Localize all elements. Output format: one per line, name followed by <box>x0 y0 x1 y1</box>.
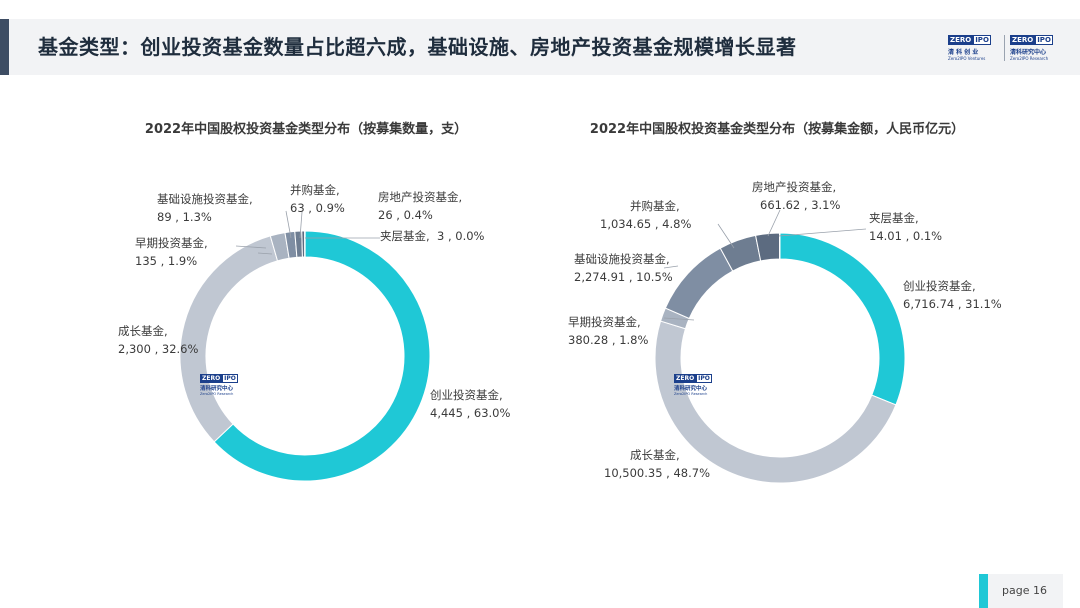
watermark-logo-right: ZERO IPO 清科研究中心 Zero2IPO Research <box>674 374 712 396</box>
donut-slice-c2-growth <box>654 320 897 484</box>
leader-line-c2-2 <box>778 228 867 237</box>
label-c1-venture: 创业投资基金, 4,445 , 63.0% <box>430 388 511 420</box>
label-c2-growth: 成长基金, 10,500.35 , 48.7% <box>604 448 711 480</box>
label-c1-early: 早期投资基金, 135 , 1.9% <box>135 236 208 268</box>
donut-slice-c2-mezzanine <box>778 232 781 260</box>
label-c2-buyout: 并购基金, 1,034.65 , 4.8% <box>600 199 692 231</box>
donut-slice-c1-venture <box>213 230 431 482</box>
donut-slice-c2-venture <box>779 232 906 406</box>
leader-line-c1-4 <box>235 245 267 249</box>
label-c2-early: 早期投资基金, 380.28 , 1.8% <box>568 315 649 347</box>
leader-line-c2-0 <box>717 223 735 249</box>
label-c1-mezzanine: 夹层基金, 3 , 0.0% <box>380 229 485 243</box>
label-c2-venture: 创业投资基金, 6,716.74 , 31.1% <box>903 279 1002 311</box>
leader-line-c1-1 <box>285 210 292 239</box>
header-band <box>0 19 1080 75</box>
page-number: page 16 <box>1002 584 1047 597</box>
footer-accent-bar <box>979 574 988 608</box>
label-c1-real-estate: 房地产投资基金, 26 , 0.4% <box>378 190 463 222</box>
donut-slice-c2-infrastructure <box>664 247 734 320</box>
leader-line-c1-0 <box>257 252 273 255</box>
donut-slice-c1-mezzanine <box>304 230 306 258</box>
header-accent-bar <box>0 19 9 75</box>
zero2ipo-research-logo: ZERO IPO 清科研究中心 Zero2IPO Research <box>1010 35 1053 61</box>
leader-line-c2-1 <box>767 209 781 237</box>
footer-band <box>988 574 1063 608</box>
logo-divider <box>1004 35 1005 61</box>
page-title: 基金类型：创业投资基金数量占比超六成，基础设施、房地产投资基金规模增长显著 <box>38 35 797 59</box>
label-c2-infrastructure: 基础设施投资基金, 2,274.91 , 10.5% <box>574 252 673 284</box>
leader-line-c2-4 <box>663 265 679 269</box>
label-c2-mezzanine: 夹层基金, 14.01 , 0.1% <box>869 211 943 243</box>
leader-line-c1-2 <box>299 211 303 239</box>
leader-line-c2-3 <box>663 317 695 321</box>
chart-title-count: 2022年中国股权投资基金类型分布（按募集数量，支） <box>144 122 468 137</box>
label-c2-real-estate: 房地产投资基金, 661.62 , 3.1% <box>752 180 841 212</box>
label-c1-infrastructure: 基础设施投资基金, 89 , 1.3% <box>157 192 253 224</box>
label-c1-growth: 成长基金, 2,300 , 32.6% <box>118 324 199 356</box>
label-c1-buyout: 并购基金, 63 , 0.9% <box>290 183 345 215</box>
zero2ipo-ventures-logo: ZERO IPO 清 科 创 业 Zero2IPO Ventures <box>948 35 991 61</box>
watermark-logo-left: ZERO IPO 清科研究中心 Zero2IPO Research <box>200 374 238 396</box>
chart-title-amount: 2022年中国股权投资基金类型分布（按募集金额，人民币亿元） <box>589 122 965 137</box>
